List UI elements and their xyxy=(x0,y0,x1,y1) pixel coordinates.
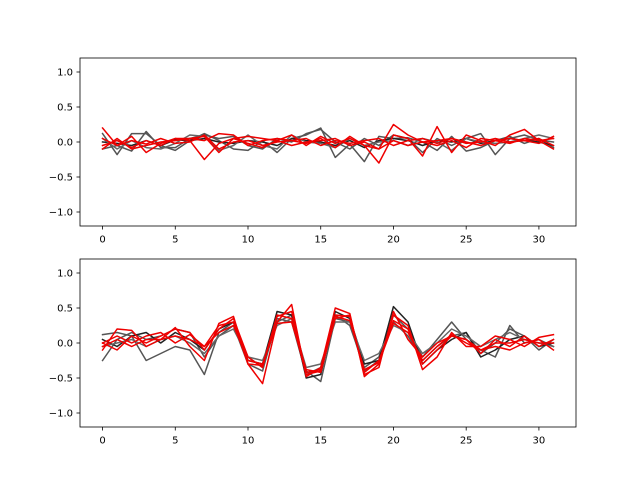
top-x-tick-label: 25 xyxy=(460,235,473,246)
top-y-tick-label: −1.0 xyxy=(49,208,73,219)
bottom-x-tick-label: 0 xyxy=(99,436,105,447)
bottom-y-tick-label: 0.0 xyxy=(57,339,73,350)
bottom-y-tick-label: −0.5 xyxy=(49,374,73,385)
top-x-tick-label: 10 xyxy=(242,235,255,246)
top-y-tick-label: 0.0 xyxy=(57,138,73,149)
top-series-line-2 xyxy=(101,128,555,156)
bottom-y-tick-label: 1.0 xyxy=(57,269,73,280)
top-y-tick-label: −0.5 xyxy=(49,173,73,184)
bottom-series-line-8 xyxy=(101,315,555,374)
top-x-tick-label: 15 xyxy=(314,235,327,246)
top-y-tick-label: 0.5 xyxy=(57,103,73,114)
subplot-bottom: 0 5 10 15 20 25 30 −1.0 −0.5 0.0 0.5 1.0 xyxy=(49,258,577,447)
bottom-x-tick-label: 30 xyxy=(533,436,546,447)
top-series-line-8 xyxy=(101,135,555,154)
bottom-series-group xyxy=(101,303,555,385)
bottom-x-tick-label: 5 xyxy=(172,436,178,447)
top-series-group xyxy=(101,123,555,164)
bottom-x-tick-label: 15 xyxy=(314,436,327,447)
bottom-y-tick-label: −1.0 xyxy=(49,409,73,420)
top-x-tick-label: 0 xyxy=(99,235,105,246)
bottom-series-line-5 xyxy=(101,303,555,385)
top-x-tick-label: 30 xyxy=(533,235,546,246)
top-y-tick-label: 1.0 xyxy=(57,68,73,79)
bottom-x-tick-label: 25 xyxy=(460,436,473,447)
top-x-tick-label: 20 xyxy=(387,235,400,246)
bottom-y-tick-label: 0.5 xyxy=(57,304,73,315)
bottom-series-line-1 xyxy=(101,314,555,383)
top-series-line-7 xyxy=(101,134,555,150)
bottom-x-tick-label: 20 xyxy=(387,436,400,447)
bottom-x-tick-label: 10 xyxy=(242,436,255,447)
top-x-tick-label: 5 xyxy=(172,235,178,246)
top-series-line-4 xyxy=(101,134,555,152)
subplot-top: 0 5 10 15 20 25 30 −1.0 −0.5 0.0 0.5 1.0 xyxy=(49,57,577,246)
